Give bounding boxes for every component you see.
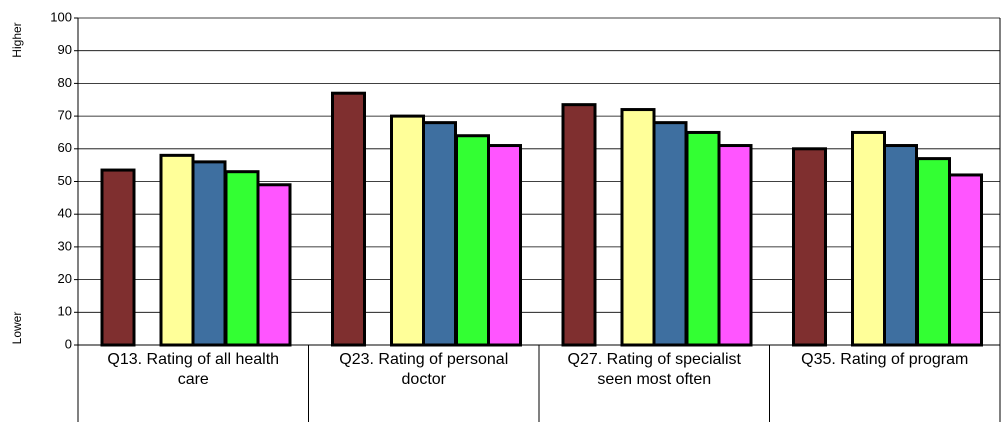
bar <box>717 144 753 347</box>
y-tick-label: 80 <box>58 75 72 90</box>
bar <box>561 103 597 347</box>
bar <box>487 144 522 347</box>
y-tick-label: 60 <box>58 140 72 155</box>
y-tick-label: 10 <box>58 304 72 319</box>
bar <box>851 130 886 347</box>
y-tick-label: 90 <box>58 42 72 57</box>
bar <box>256 183 292 347</box>
bar <box>100 168 136 347</box>
x-tick-label: Q35. Rating of program <box>801 351 969 368</box>
x-tick-label: Q23. Rating of personal doctor <box>339 351 509 388</box>
bar <box>652 121 688 347</box>
bar <box>792 147 827 347</box>
bar <box>390 114 425 347</box>
bar <box>883 144 918 347</box>
bar <box>620 108 656 347</box>
bar <box>191 160 227 347</box>
y-tick-label: 30 <box>58 238 72 253</box>
y-tick-label: 70 <box>58 108 72 123</box>
x-tick-label: Q27. Rating of specialist seen most ofte… <box>567 351 741 388</box>
x-tick-label: Q13. Rating of all health care <box>107 351 280 388</box>
bar <box>331 91 366 347</box>
y-tick-label: 20 <box>58 271 72 286</box>
y-tick-label: 50 <box>58 173 72 188</box>
y-top-label: Higher <box>10 22 24 57</box>
bar <box>455 134 490 347</box>
bar <box>948 173 983 347</box>
bar <box>422 121 457 347</box>
y-bottom-label: Lower <box>10 312 24 345</box>
y-tick-label: 0 <box>65 336 72 351</box>
bar <box>916 157 951 347</box>
y-tick-label: 100 <box>50 9 72 24</box>
bar <box>685 130 721 347</box>
bar <box>224 170 260 347</box>
bar <box>159 153 195 347</box>
y-tick-label: 40 <box>58 206 72 221</box>
